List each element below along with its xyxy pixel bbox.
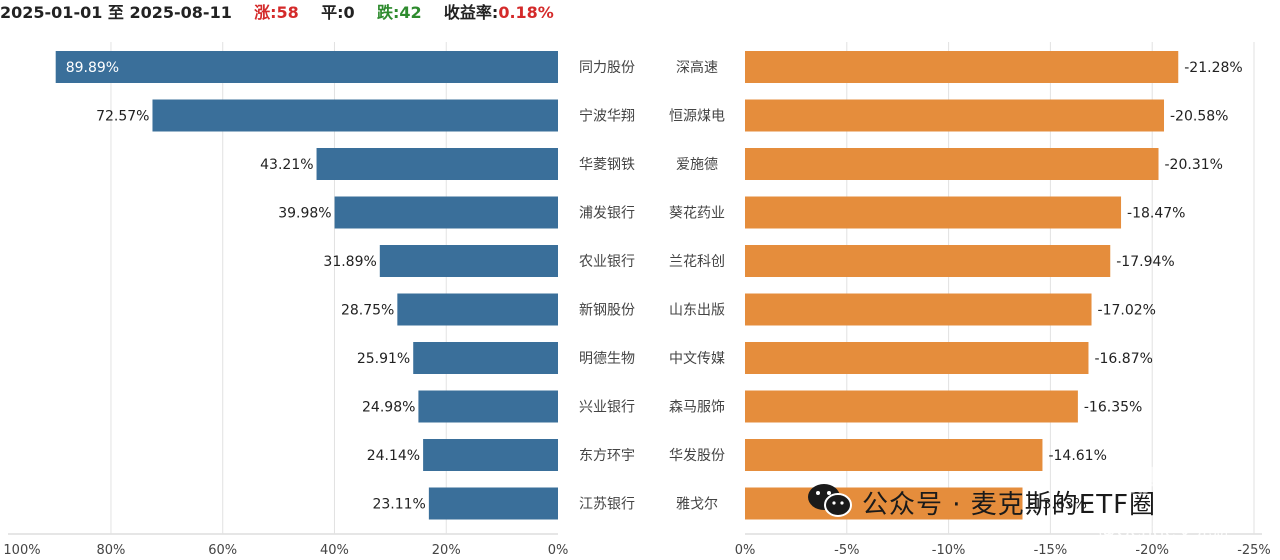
right-xtick-label: -5%	[834, 543, 859, 558]
left-category-label: 同力股份	[579, 60, 635, 76]
right-category-label: 恒源煤电	[669, 109, 725, 125]
left-xtick-label: 80%	[97, 543, 126, 558]
right-bar-value-label: -18.47%	[1127, 206, 1185, 222]
up-count-value: 58	[276, 3, 299, 22]
watermark-handle: @Gentle麦克斯	[1098, 520, 1230, 541]
left-bar-value-label: 89.89%	[66, 60, 119, 76]
right-bar	[745, 99, 1165, 132]
left-category-label: 东方环宇	[579, 448, 635, 464]
left-bar	[55, 51, 559, 83]
left-xtick-label: 0%	[548, 543, 569, 558]
left-bar-value-label: 39.98%	[278, 206, 331, 222]
right-bar-value-label: -20.58%	[1170, 109, 1228, 125]
left-category-label: 江苏银行	[579, 497, 635, 513]
right-bar-value-label: -16.87%	[1094, 351, 1152, 367]
left-bar-value-label: 23.11%	[372, 497, 425, 513]
left-xtick-label: 40%	[320, 543, 349, 558]
left-bar-value-label: 24.14%	[367, 448, 420, 464]
left-bar	[418, 390, 558, 423]
down-count-value: 42	[399, 3, 422, 22]
summary-header: 2025-01-01 至 2025-08-11 涨:58 平:0 跌:42 收益…	[0, 0, 1280, 26]
left-category-label: 兴业银行	[579, 400, 635, 416]
left-xtick-label: 60%	[208, 543, 237, 558]
left-bar	[379, 245, 558, 277]
left-category-label: 华菱钢铁	[579, 157, 635, 173]
left-category-label: 明德生物	[579, 351, 635, 367]
right-bar	[745, 487, 1023, 520]
down-count-label: 跌:	[376, 3, 400, 22]
right-bar-value-label: -17.94%	[1116, 254, 1174, 270]
flat-count-value: 0	[343, 3, 355, 22]
return-value: 0.18%	[498, 3, 554, 22]
left-category-label: 宁波华翔	[579, 108, 635, 125]
left-bar-value-label: 43.21%	[260, 157, 313, 173]
left-xtick-label: 100%	[3, 543, 40, 558]
left-bar-value-label: 25.91%	[357, 351, 410, 367]
right-xtick-label: -10%	[932, 543, 966, 558]
watermark-account: 公众号 · 麦克斯的ETF圈	[862, 490, 1157, 520]
left-category-label: 浦发银行	[579, 206, 635, 222]
right-xtick-label: -25%	[1237, 543, 1271, 558]
right-category-label: 爱施德	[676, 157, 718, 173]
right-bar	[745, 390, 1078, 423]
left-bar	[316, 148, 558, 180]
right-bar	[745, 439, 1043, 471]
left-bar-value-label: 28.75%	[341, 303, 394, 319]
return-label: 收益率:	[443, 3, 499, 22]
left-bar-value-label: 31.89%	[323, 254, 376, 270]
date-range: 2025-01-01 至 2025-08-11	[0, 3, 232, 22]
right-bar-value-label: -13.63%	[1029, 497, 1087, 513]
right-category-label: 兰花科创	[669, 254, 725, 270]
right-bar-value-label: -20.31%	[1165, 157, 1223, 173]
right-category-label: 雅戈尔	[676, 497, 718, 513]
right-bar	[745, 148, 1159, 180]
right-category-label: 中文传媒	[669, 351, 725, 367]
right-bar	[745, 293, 1092, 326]
flat-count-label: 平:	[321, 3, 344, 22]
up-count-label: 涨:	[254, 3, 277, 22]
right-category-label: 山东出版	[669, 303, 725, 319]
right-xtick-label: 0%	[735, 543, 756, 558]
right-bar	[745, 245, 1111, 277]
left-bar-value-label: 24.98%	[362, 400, 415, 416]
right-xtick-label: -15%	[1034, 543, 1068, 558]
wechat-icon	[806, 480, 854, 524]
left-category-label: 新钢股份	[579, 303, 635, 319]
right-bar	[745, 196, 1122, 229]
left-bar-value-label: 72.57%	[96, 109, 149, 125]
left-bar	[334, 196, 558, 229]
left-category-label: 农业银行	[579, 254, 635, 270]
left-bar	[423, 439, 558, 471]
left-bar	[152, 99, 559, 132]
right-bar-value-label: -17.02%	[1098, 303, 1156, 319]
left-bar	[428, 487, 558, 520]
left-xtick-label: 20%	[432, 543, 461, 558]
right-category-label: 森马服饰	[669, 400, 725, 416]
right-xtick-label: -20%	[1135, 543, 1169, 558]
left-bar	[413, 342, 558, 374]
right-category-label: 华发股份	[669, 448, 725, 464]
watermark-community: 老虎社区	[1110, 465, 1223, 498]
right-bar-value-label: -16.35%	[1084, 400, 1142, 416]
right-bar-value-label: -14.61%	[1048, 448, 1106, 464]
right-category-label: 葵花药业	[669, 206, 725, 222]
right-bar	[745, 51, 1179, 83]
right-category-label: 深高速	[676, 59, 718, 76]
right-bar-value-label: -21.28%	[1184, 60, 1242, 76]
left-bar	[397, 293, 558, 326]
right-bar	[745, 342, 1089, 374]
